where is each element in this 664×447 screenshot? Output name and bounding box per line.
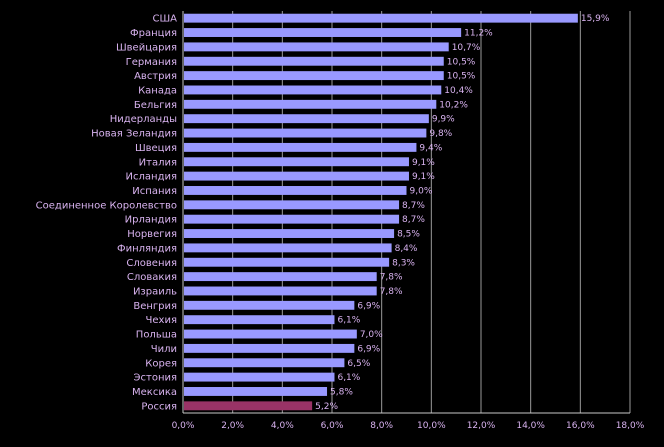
- bar: [184, 71, 444, 81]
- category-label: Норвегия: [127, 229, 177, 240]
- category-label: Бельгия: [134, 100, 177, 111]
- bar: [184, 243, 392, 253]
- bar: [184, 358, 345, 368]
- category-label: Чехия: [146, 315, 177, 326]
- bars: [184, 13, 578, 411]
- data-label: 6,9%: [357, 301, 380, 311]
- category-label: Польша: [136, 330, 177, 341]
- category-label: Канада: [138, 85, 177, 96]
- bar: [184, 214, 400, 224]
- data-label: 8,3%: [392, 258, 415, 268]
- category-label: Соединенное Королевство: [36, 200, 177, 211]
- data-label: 7,0%: [360, 330, 383, 340]
- bar: [184, 387, 328, 396]
- x-tick-label: 12,0%: [467, 421, 496, 431]
- category-label: США: [152, 14, 177, 25]
- bar: [184, 329, 357, 339]
- category-label: Австрия: [134, 71, 177, 82]
- data-label: 10,7%: [452, 43, 481, 53]
- data-label: 11,2%: [464, 29, 493, 39]
- data-label: 5,2%: [315, 402, 338, 412]
- data-label: 9,0%: [410, 186, 433, 196]
- bar: [184, 56, 444, 66]
- x-tick-label: 6,0%: [321, 421, 344, 431]
- data-label: 10,4%: [444, 86, 473, 96]
- category-label: Ирландия: [125, 215, 177, 226]
- category-label: Россия: [141, 401, 177, 412]
- category-label: Мексика: [132, 387, 177, 398]
- value-labels: 15,9% 11,2% 10,7% 10,5% 10,5% 10,4% 10,2% 9,9% 9…: [315, 14, 610, 412]
- bar: [184, 142, 417, 152]
- bar: [184, 171, 409, 181]
- bar: [184, 42, 449, 52]
- bar: [184, 343, 355, 353]
- data-label: 5,8%: [330, 387, 353, 397]
- bar: [184, 257, 390, 267]
- data-label: 9,4%: [419, 143, 442, 153]
- x-tick-label: 2,0%: [221, 421, 244, 431]
- category-label: Венгрия: [133, 301, 177, 312]
- category-label: Италия: [139, 157, 177, 168]
- x-axis-ticks: 0,0% 2,0% 4,0% 6,0% 8,0% 10,0% 12,0% 14,0% 16,0%…: [172, 421, 645, 431]
- category-labels: США Франция Швейцария Германия Австрия Канада…: [36, 14, 177, 413]
- category-label: Франция: [130, 28, 177, 39]
- bar: [184, 372, 335, 382]
- bar: [184, 13, 578, 23]
- data-label: 8,5%: [397, 230, 420, 240]
- data-label: 8,7%: [402, 215, 425, 225]
- x-tick-label: 0,0%: [172, 421, 195, 431]
- data-label: 8,7%: [402, 201, 425, 211]
- data-label: 8,4%: [395, 244, 418, 254]
- bar: [184, 200, 400, 210]
- category-label: Израиль: [133, 286, 177, 297]
- category-label: Германия: [126, 57, 177, 68]
- data-label: 9,9%: [432, 115, 455, 125]
- bar: [184, 401, 313, 411]
- bar: [184, 99, 437, 109]
- bar: [184, 286, 377, 296]
- data-label: 6,5%: [347, 359, 370, 369]
- category-label: Исландия: [126, 172, 177, 183]
- x-tick-label: 10,0%: [417, 421, 446, 431]
- data-label: 15,9%: [581, 14, 610, 24]
- x-tick-label: 8,0%: [370, 421, 393, 431]
- category-label: Швеция: [135, 143, 177, 154]
- bar: [184, 272, 377, 282]
- category-label: Корея: [145, 358, 177, 369]
- x-tick-label: 4,0%: [271, 421, 294, 431]
- data-label: 10,2%: [439, 100, 468, 110]
- bar: [184, 114, 429, 124]
- data-label: 9,1%: [412, 158, 435, 168]
- bar: [184, 157, 409, 167]
- bar: [184, 28, 462, 37]
- data-label: 7,8%: [380, 287, 403, 297]
- category-label: Нидерланды: [110, 114, 177, 125]
- category-label: Новая Зеландия: [91, 129, 177, 140]
- category-label: Словения: [126, 258, 177, 269]
- bar: [184, 315, 335, 325]
- x-tick-label: 14,0%: [516, 421, 545, 431]
- category-label: Швейцария: [116, 42, 177, 53]
- x-tick-label: 16,0%: [566, 421, 595, 431]
- bar: [184, 128, 427, 138]
- x-tick-label: 18,0%: [616, 421, 645, 431]
- category-label: Словакия: [127, 272, 177, 283]
- data-label: 6,9%: [357, 344, 380, 354]
- category-label: Чили: [151, 344, 177, 355]
- category-label: Финляндия: [117, 243, 177, 254]
- bar: [184, 300, 355, 310]
- data-label: 9,1%: [412, 172, 435, 182]
- category-label: Испания: [132, 186, 177, 197]
- data-label: 6,1%: [337, 373, 360, 383]
- bar: [184, 186, 407, 195]
- data-label: 7,8%: [380, 273, 403, 283]
- bar: [184, 85, 442, 95]
- bar: [184, 229, 395, 238]
- data-label: 10,5%: [447, 57, 476, 67]
- category-label: Эстония: [134, 373, 177, 384]
- data-label: 9,8%: [429, 129, 452, 139]
- data-label: 10,5%: [447, 72, 476, 82]
- data-label: 6,1%: [337, 316, 360, 326]
